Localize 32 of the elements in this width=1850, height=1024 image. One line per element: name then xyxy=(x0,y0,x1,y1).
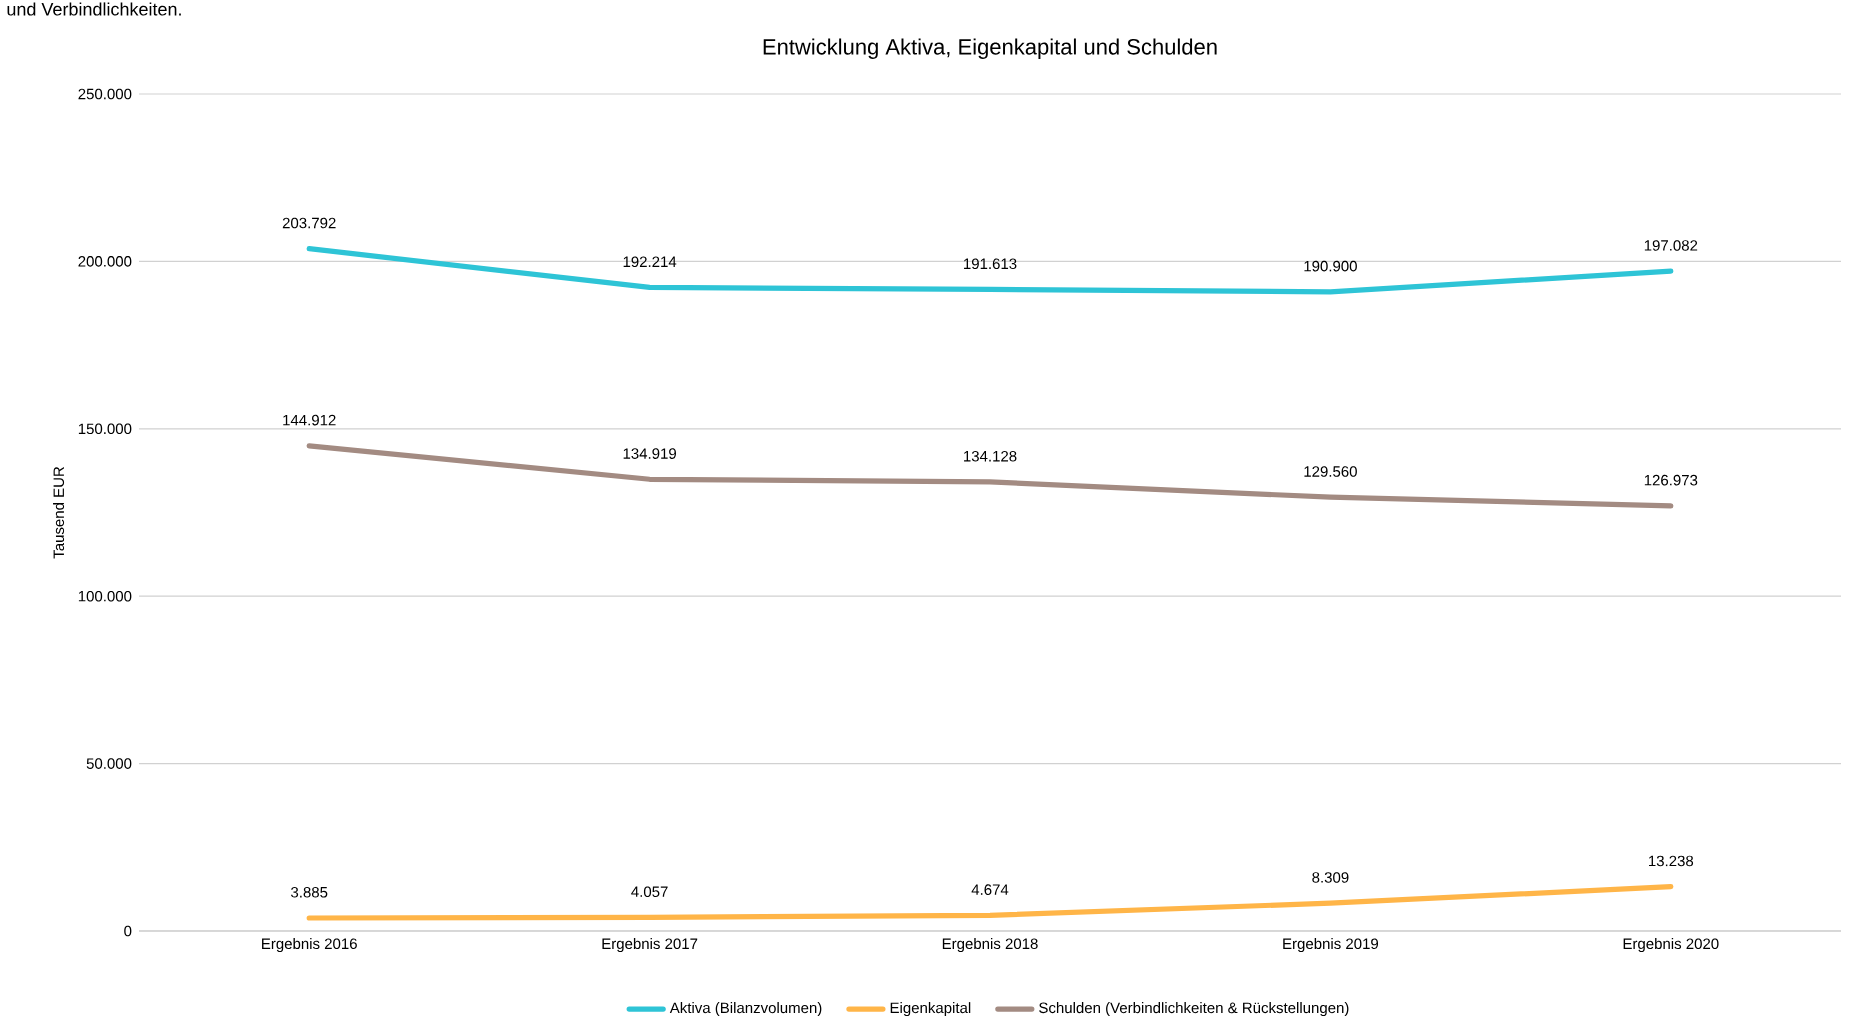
x-tick-label: Ergebnis 2020 xyxy=(1623,938,1719,953)
x-tick-label: Ergebnis 2018 xyxy=(942,938,1038,953)
data-label: 192.214 xyxy=(623,256,677,268)
y-tick-label: 100.000 xyxy=(78,590,132,602)
data-label: 13.238 xyxy=(1649,855,1694,867)
data-label: 190.900 xyxy=(1304,260,1357,272)
legend-label: Schulden (Verbindlichkeiten & Rückstellungen) xyxy=(1039,1002,1349,1017)
x-tick-label: Ergebnis 2019 xyxy=(1283,938,1379,953)
data-label: 129.560 xyxy=(1304,466,1357,477)
data-label: 134.128 xyxy=(964,450,1017,462)
data-label: 4.057 xyxy=(631,886,668,898)
y-tick-label: 150.000 xyxy=(78,423,132,435)
text: und Verbindlichkeiten. xyxy=(7,2,181,16)
legend-label: Eigenkapital xyxy=(890,1002,971,1017)
data-label: 203.792 xyxy=(282,217,336,229)
y-axis-title: Tausend EUR xyxy=(53,466,65,559)
data-label: 197.082 xyxy=(1644,240,1698,251)
data-label: 191.613 xyxy=(964,258,1017,270)
data-label: 8.309 xyxy=(1312,872,1349,883)
x-tick-label: Ergebnis 2016 xyxy=(262,938,357,953)
chart-title: Entwicklung Aktiva, Eigenkapital und Schulden xyxy=(763,38,1217,59)
data-label: 4.674 xyxy=(971,884,1009,895)
y-tick-label: 200.000 xyxy=(78,256,132,267)
data-label: 126.973 xyxy=(1644,474,1698,486)
data-label: 3.885 xyxy=(291,886,328,898)
y-tick-label: 0 xyxy=(124,925,132,937)
data-label: 144.912 xyxy=(283,414,336,426)
y-tick-label: 250.000 xyxy=(78,88,132,100)
legend-label: Aktiva (Bilanzvolumen) xyxy=(669,1002,822,1017)
y-tick-label: 50.000 xyxy=(86,758,132,769)
data-label: 134.919 xyxy=(623,448,676,459)
x-tick-label: Ergebnis 2017 xyxy=(602,938,698,953)
